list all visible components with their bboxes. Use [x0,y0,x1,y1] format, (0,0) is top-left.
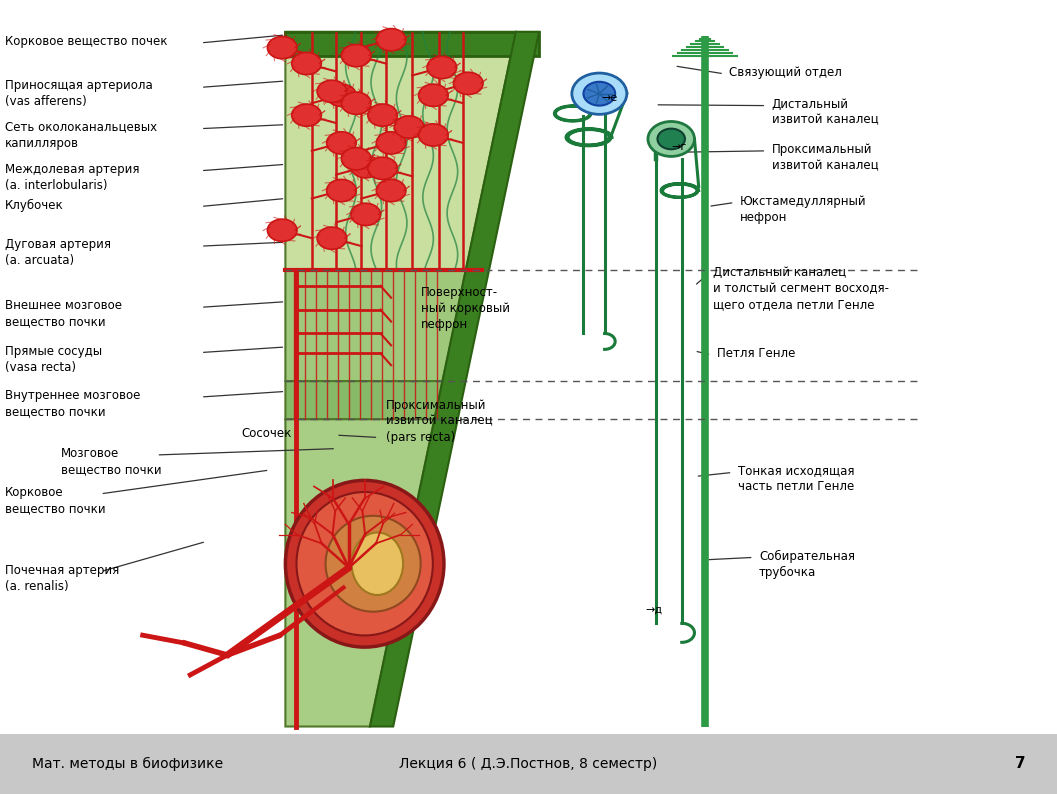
Polygon shape [370,32,539,727]
Circle shape [351,203,381,225]
Text: Дистальный каналец
и толстый сегмент восходя-
щего отдела петли Генле: Дистальный каналец и толстый сегмент вос… [713,266,890,311]
Text: Петля Генле: Петля Генле [717,347,795,360]
Polygon shape [285,32,516,270]
Ellipse shape [352,533,403,595]
Bar [0,734,1057,794]
Circle shape [394,116,424,138]
Circle shape [341,148,371,170]
Text: Лекция 6 ( Д.Э.Постнов, 8 семестр): Лекция 6 ( Д.Э.Постнов, 8 семестр) [400,757,657,771]
Text: Внутреннее мозговое
вещество почки: Внутреннее мозговое вещество почки [5,389,141,418]
Text: Мозговое
вещество почки: Мозговое вещество почки [61,447,162,476]
Polygon shape [285,270,466,381]
Circle shape [583,82,615,106]
Polygon shape [285,381,443,419]
Text: Прямые сосуды
(vasa recta): Прямые сосуды (vasa recta) [5,345,103,374]
Circle shape [317,80,347,102]
Circle shape [657,129,685,149]
Text: Тонкая исходящая
часть петли Генле: Тонкая исходящая часть петли Генле [738,464,854,494]
Text: Связующий отдел: Связующий отдел [729,66,842,79]
Text: Сосочек: Сосочек [241,427,292,440]
Circle shape [292,52,321,75]
Circle shape [267,219,297,241]
Circle shape [419,124,448,146]
Ellipse shape [326,516,421,611]
Text: Поверхност-
ный корковый
nефрон: Поверхност- ный корковый nефрон [421,286,509,331]
Text: Юкстамедуллярный
нефрон: Юкстамедуллярный нефрон [740,195,867,224]
Text: Внешнее мозговое
вещество почки: Внешнее мозговое вещество почки [5,299,123,329]
Text: Корковое
вещество почки: Корковое вещество почки [5,486,106,515]
Text: →е: →е [601,93,617,102]
Circle shape [327,84,356,106]
Circle shape [368,157,397,179]
Circle shape [351,156,381,178]
Text: Почечная артерия
(a. renalis): Почечная артерия (a. renalis) [5,564,119,593]
Circle shape [376,179,406,202]
Text: →г: →г [671,142,686,152]
Circle shape [427,56,457,79]
Circle shape [267,37,297,59]
Text: Собирательная
трубочка: Собирательная трубочка [759,549,855,579]
Circle shape [453,72,483,94]
Text: Проксимальный
извитой каналец: Проксимальный извитой каналец [772,143,878,172]
Text: Приносящая артериола
(vas afferens): Приносящая артериола (vas afferens) [5,79,153,109]
Polygon shape [285,419,434,727]
Text: Корковое вещество почек: Корковое вещество почек [5,35,168,48]
Ellipse shape [296,492,433,635]
Circle shape [317,227,347,249]
Ellipse shape [285,480,444,647]
Text: Междолевая артерия
(a. interlobularis): Междолевая артерия (a. interlobularis) [5,163,140,192]
Text: Проксимальный
извитой каналец
(pars recta): Проксимальный извитой каналец (pars rect… [386,399,493,444]
Text: Дистальный
извитой каналец: Дистальный извитой каналец [772,98,878,127]
Circle shape [327,132,356,154]
Circle shape [341,92,371,114]
Circle shape [368,104,397,126]
Circle shape [648,121,694,156]
Circle shape [376,29,406,51]
Text: Мат. методы в биофизике: Мат. методы в биофизике [32,757,223,771]
Circle shape [376,132,406,154]
Circle shape [292,104,321,126]
Polygon shape [285,32,539,56]
Circle shape [572,73,627,114]
Circle shape [341,44,371,67]
Text: →д: →д [646,605,663,615]
Text: 7: 7 [1015,757,1025,771]
Circle shape [327,179,356,202]
Text: Дуговая артерия
(a. arcuata): Дуговая артерия (a. arcuata) [5,238,111,268]
Circle shape [419,84,448,106]
Text: Клубочек: Клубочек [5,198,64,211]
Text: Сеть околоканальцевых
капилляров: Сеть околоканальцевых капилляров [5,121,157,150]
